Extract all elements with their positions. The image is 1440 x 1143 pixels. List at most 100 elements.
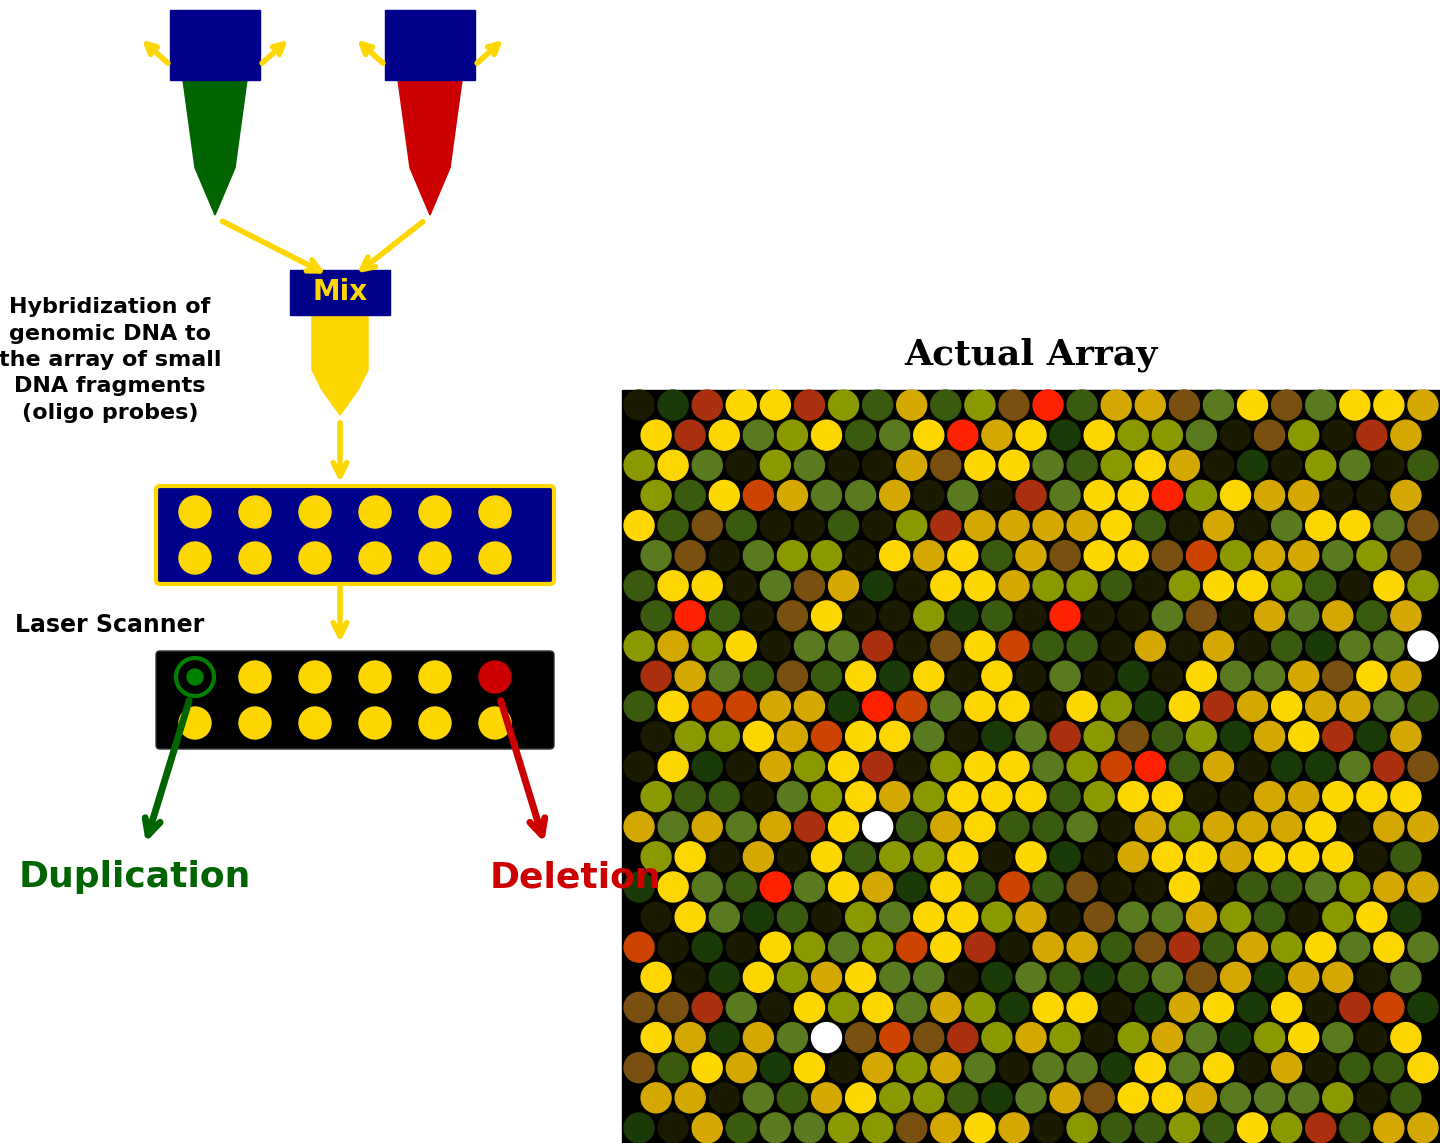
Circle shape: [1102, 692, 1132, 721]
Circle shape: [760, 812, 791, 841]
Circle shape: [1356, 842, 1387, 872]
Circle shape: [1254, 421, 1284, 450]
Circle shape: [300, 708, 331, 740]
Circle shape: [1017, 842, 1045, 872]
Circle shape: [845, 661, 876, 692]
Circle shape: [693, 570, 723, 601]
Circle shape: [675, 721, 706, 751]
Circle shape: [1187, 1023, 1217, 1053]
Circle shape: [880, 842, 910, 872]
Circle shape: [1306, 812, 1336, 841]
Circle shape: [1032, 1053, 1063, 1082]
Circle shape: [658, 631, 688, 661]
Circle shape: [1119, 601, 1148, 631]
Circle shape: [1119, 721, 1148, 751]
Circle shape: [1408, 751, 1439, 782]
Circle shape: [1032, 570, 1063, 601]
Circle shape: [1339, 570, 1369, 601]
Circle shape: [1374, 992, 1404, 1023]
Circle shape: [863, 1053, 893, 1082]
Circle shape: [1339, 992, 1369, 1023]
Circle shape: [1339, 872, 1369, 902]
Circle shape: [1017, 1023, 1045, 1053]
Circle shape: [1272, 933, 1302, 962]
Circle shape: [1102, 570, 1132, 601]
Circle shape: [914, 962, 943, 992]
Circle shape: [1323, 541, 1352, 570]
Circle shape: [812, 782, 841, 812]
Circle shape: [1067, 692, 1097, 721]
Circle shape: [1032, 1113, 1063, 1143]
Circle shape: [300, 496, 331, 528]
Circle shape: [710, 962, 739, 992]
Circle shape: [1032, 450, 1063, 480]
Circle shape: [1339, 1053, 1369, 1082]
Circle shape: [658, 812, 688, 841]
Circle shape: [1323, 842, 1352, 872]
Circle shape: [1135, 570, 1165, 601]
Circle shape: [1169, 1113, 1200, 1143]
Circle shape: [897, 692, 927, 721]
Circle shape: [845, 782, 876, 812]
Circle shape: [1272, 812, 1302, 841]
Circle shape: [897, 1053, 927, 1082]
Circle shape: [1237, 751, 1267, 782]
Circle shape: [710, 721, 739, 751]
Circle shape: [1339, 450, 1369, 480]
Circle shape: [1339, 511, 1369, 541]
Circle shape: [1356, 541, 1387, 570]
Circle shape: [1102, 511, 1132, 541]
Circle shape: [930, 1053, 960, 1082]
Circle shape: [1221, 842, 1250, 872]
Circle shape: [1306, 933, 1336, 962]
Circle shape: [965, 751, 995, 782]
Circle shape: [982, 782, 1012, 812]
Circle shape: [675, 1023, 706, 1053]
Circle shape: [1169, 933, 1200, 962]
Circle shape: [999, 872, 1030, 902]
Circle shape: [743, 1023, 773, 1053]
Circle shape: [239, 708, 271, 740]
Circle shape: [1119, 782, 1148, 812]
Circle shape: [1204, 751, 1234, 782]
Circle shape: [1187, 1082, 1217, 1113]
Circle shape: [1339, 1113, 1369, 1143]
Circle shape: [1017, 962, 1045, 992]
Text: Duplication: Duplication: [19, 860, 251, 894]
Circle shape: [897, 570, 927, 601]
Circle shape: [1272, 390, 1302, 421]
Circle shape: [359, 661, 392, 693]
Circle shape: [863, 1113, 893, 1143]
Circle shape: [795, 1113, 825, 1143]
Circle shape: [1152, 1082, 1182, 1113]
Circle shape: [1187, 661, 1217, 692]
Circle shape: [1391, 782, 1421, 812]
Circle shape: [1084, 1023, 1115, 1053]
Circle shape: [710, 1023, 739, 1053]
Circle shape: [1374, 751, 1404, 782]
Circle shape: [641, 601, 671, 631]
Circle shape: [726, 450, 756, 480]
Circle shape: [710, 601, 739, 631]
Circle shape: [1272, 992, 1302, 1023]
Circle shape: [795, 992, 825, 1023]
Circle shape: [778, 480, 808, 511]
Circle shape: [1084, 421, 1115, 450]
Circle shape: [1408, 933, 1439, 962]
Circle shape: [658, 1053, 688, 1082]
Circle shape: [1374, 692, 1404, 721]
Circle shape: [1221, 480, 1250, 511]
Circle shape: [880, 902, 910, 932]
Circle shape: [641, 661, 671, 692]
Circle shape: [743, 1082, 773, 1113]
Circle shape: [1119, 421, 1148, 450]
Circle shape: [812, 421, 841, 450]
Circle shape: [948, 541, 978, 570]
Circle shape: [1102, 390, 1132, 421]
Circle shape: [658, 751, 688, 782]
Circle shape: [1306, 692, 1336, 721]
Circle shape: [1237, 692, 1267, 721]
Circle shape: [743, 962, 773, 992]
Circle shape: [480, 496, 511, 528]
Circle shape: [828, 751, 858, 782]
